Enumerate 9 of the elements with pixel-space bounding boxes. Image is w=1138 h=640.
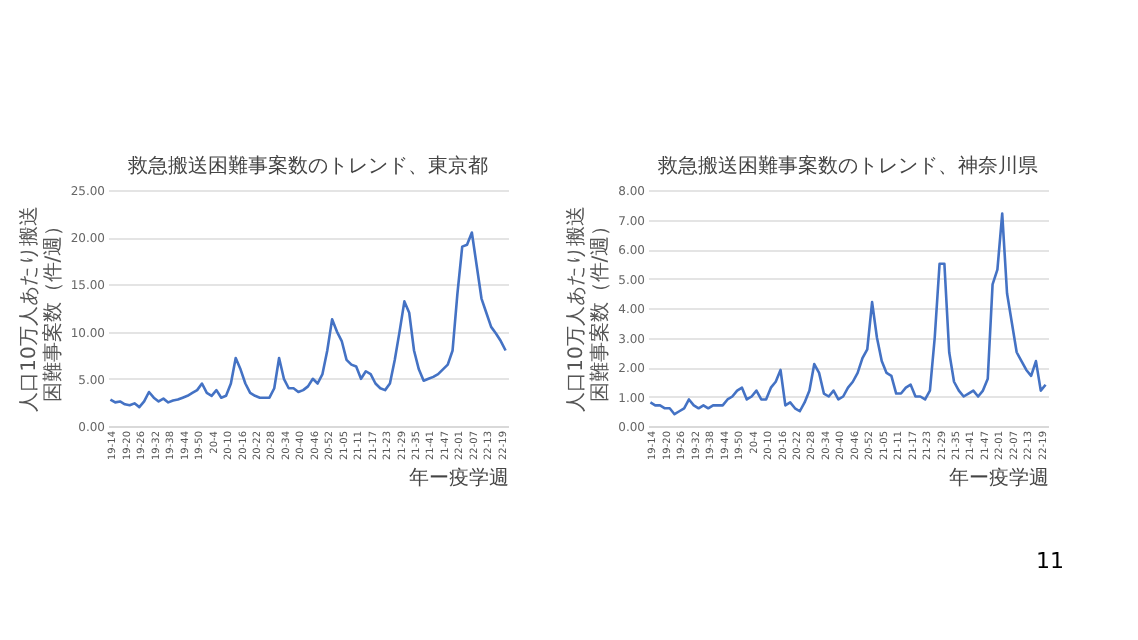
- line-series: [109, 231, 507, 409]
- y-axis-title: 人口10万人あたり搬送困難事案数（件/週）: [16, 206, 65, 412]
- chart-title: 救急搬送困難事案数のトレンド、東京都: [126, 154, 488, 178]
- text: 11: [1036, 548, 1064, 574]
- y-axis-title: 人口10万人あたり搬送困難事案数（件/週）: [564, 206, 613, 412]
- x-axis-title: 年ー疫学週: [409, 466, 509, 491]
- line-series: [649, 212, 1047, 416]
- chart-title: 救急搬送困難事案数のトレンド、神奈川県: [656, 154, 1038, 178]
- x-axis-title: 年ー疫学週: [949, 466, 1049, 491]
